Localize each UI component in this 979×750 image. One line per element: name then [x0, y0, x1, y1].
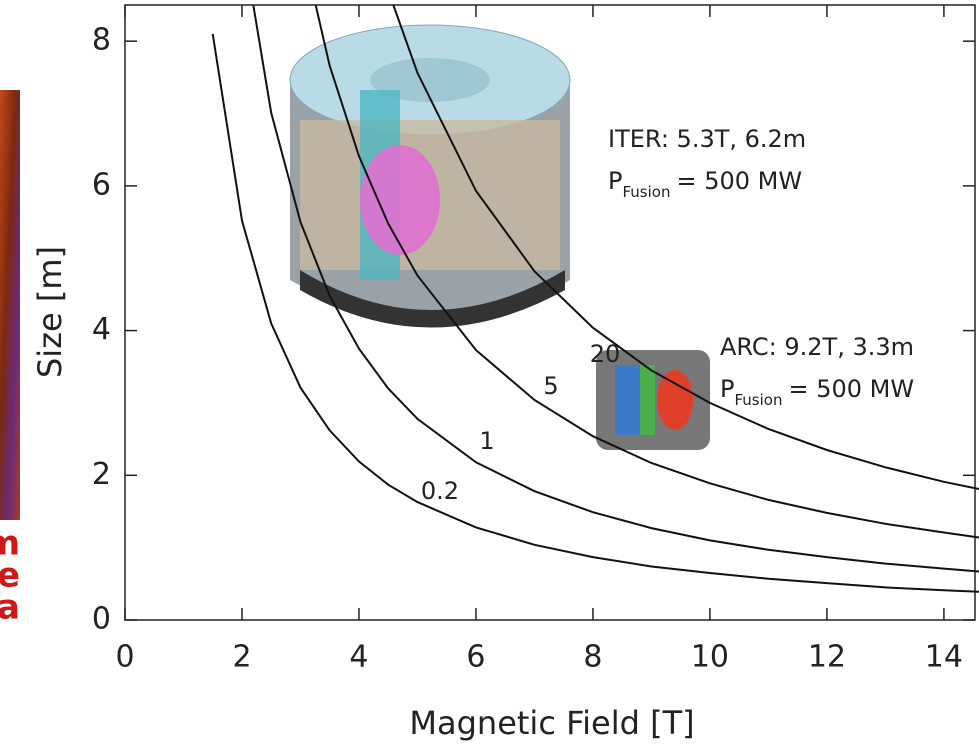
- annotation-power: PFusion = 500 MW: [720, 375, 914, 409]
- annotation-title: ARC: 9.2T, 3.3m: [720, 333, 914, 361]
- y-tick-label: 0: [92, 602, 111, 637]
- x-tick-label: 14: [925, 640, 963, 675]
- left-fragment-text: na: [0, 588, 20, 628]
- curve-label: 5: [543, 372, 558, 400]
- annotation-part: Fusion: [734, 391, 782, 409]
- annotation-part: P: [720, 375, 734, 403]
- x-tick-label: 12: [808, 640, 846, 675]
- annotation-part: = 500 MW: [788, 375, 914, 403]
- x-axis-label: Magnetic Field [T]: [409, 704, 694, 742]
- x-tick-label: 10: [691, 640, 729, 675]
- y-tick-label: 4: [92, 312, 111, 347]
- y-tick-label: 6: [92, 167, 111, 202]
- x-tick-label: 4: [349, 640, 368, 675]
- x-tick-label: 0: [115, 640, 134, 675]
- curve-label: 0.2: [421, 477, 459, 505]
- y-tick-label: 8: [92, 23, 111, 58]
- annotation-title: ITER: 5.3T, 6.2m: [608, 125, 806, 153]
- left-image-fragment: [0, 90, 20, 520]
- x-tick-label: 6: [466, 640, 485, 675]
- annotation-power: PFusion = 500 MW: [608, 167, 802, 201]
- curve-label: 1: [479, 427, 494, 455]
- x-tick-label: 2: [232, 640, 251, 675]
- y-axis-label: Size [m]: [31, 246, 69, 378]
- annotation-part: Fusion: [622, 183, 670, 201]
- annotation-part: P: [608, 167, 622, 195]
- curve-label: 20: [590, 340, 621, 368]
- x-tick-label: 8: [583, 640, 602, 675]
- annotation-part: = 500 MW: [676, 167, 802, 195]
- chart: Magnetic Field [T] Size [m] 024681012140…: [0, 0, 979, 750]
- y-tick-label: 2: [92, 457, 111, 492]
